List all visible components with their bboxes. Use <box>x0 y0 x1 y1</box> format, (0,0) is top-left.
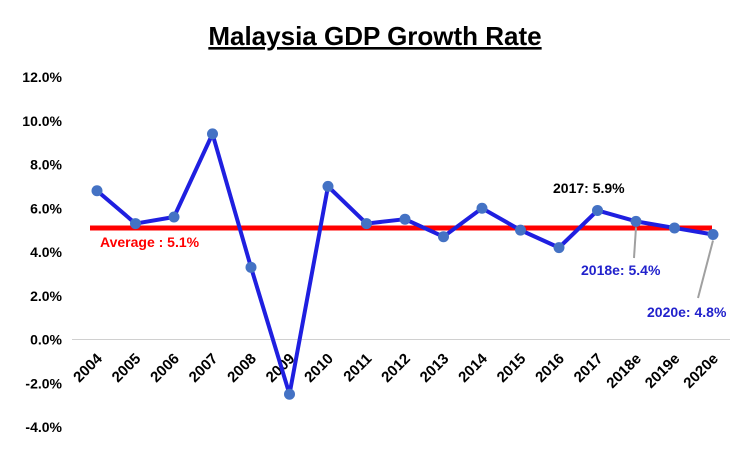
data-point <box>322 180 334 192</box>
x-tick-label: 2016 <box>532 350 568 386</box>
average-annotation: Average : 5.1% <box>100 234 200 250</box>
y-tick-label: 6.0% <box>30 200 62 216</box>
x-tick-label: 2020e <box>680 350 722 392</box>
y-tick-label: 8.0% <box>30 157 62 173</box>
data-point <box>515 224 526 236</box>
data-point <box>476 202 488 214</box>
x-axis-ticks: 2004 2005 2006 2007 2008 2009 2010 2011 2012 2013… <box>70 350 722 392</box>
y-tick-label: 12.0% <box>22 69 62 85</box>
callout-leader-2018e <box>633 227 637 259</box>
x-tick-label: 2007 <box>186 350 222 386</box>
x-tick-label: 2011 <box>340 350 375 385</box>
annotation-2018e: 2018e: 5.4% <box>581 262 661 278</box>
y-tick-label: 0.0% <box>30 332 62 348</box>
chart-title: Malaysia GDP Growth Rate <box>208 21 541 51</box>
x-tick-label: 2004 <box>70 350 106 386</box>
annotation-2017: 2017: 5.9% <box>553 180 625 196</box>
y-tick-label: 2.0% <box>30 288 62 304</box>
x-tick-label: 2012 <box>378 350 414 386</box>
data-point <box>130 218 141 230</box>
x-tick-label: 2015 <box>494 350 530 386</box>
x-tick-label: 2019e <box>642 350 684 392</box>
y-tick-label: 4.0% <box>30 244 62 260</box>
data-point <box>630 215 642 227</box>
x-tick-label: 2018e <box>603 350 645 392</box>
data-point <box>438 231 449 243</box>
data-point <box>399 213 411 225</box>
callout-leader-2020e <box>697 240 714 299</box>
y-tick-label: -4.0% <box>25 419 62 435</box>
series-layer <box>91 128 719 400</box>
data-point <box>592 204 603 216</box>
data-point <box>168 211 180 223</box>
annotation-layer: Average : 5.1% 2017: 5.9% 2018e: 5.4% 2020e… <box>100 180 727 320</box>
data-point <box>361 218 372 230</box>
x-tick-label: 2005 <box>109 350 145 386</box>
x-tick-label: 2017 <box>571 350 607 386</box>
x-tick-label: 2014 <box>455 350 491 386</box>
data-point <box>245 261 257 273</box>
x-tick-label: 2008 <box>224 350 260 386</box>
data-point <box>207 128 218 140</box>
data-point <box>284 388 295 400</box>
x-tick-label: 2010 <box>301 350 337 386</box>
data-point <box>91 185 103 197</box>
data-point <box>669 222 680 234</box>
data-point <box>553 242 565 254</box>
y-tick-label: 10.0% <box>22 113 62 129</box>
y-axis-ticks: -4.0% -2.0% 0.0% 2.0% 4.0% 6.0% 8.0% 10.0% 12.0% <box>22 69 62 435</box>
x-tick-label: 2013 <box>417 350 453 386</box>
callout-layer <box>633 227 714 299</box>
data-point <box>707 229 719 240</box>
annotation-2020e: 2020e: 4.8% <box>647 304 727 320</box>
x-tick-label: 2006 <box>147 350 183 386</box>
y-tick-label: -2.0% <box>25 375 62 391</box>
